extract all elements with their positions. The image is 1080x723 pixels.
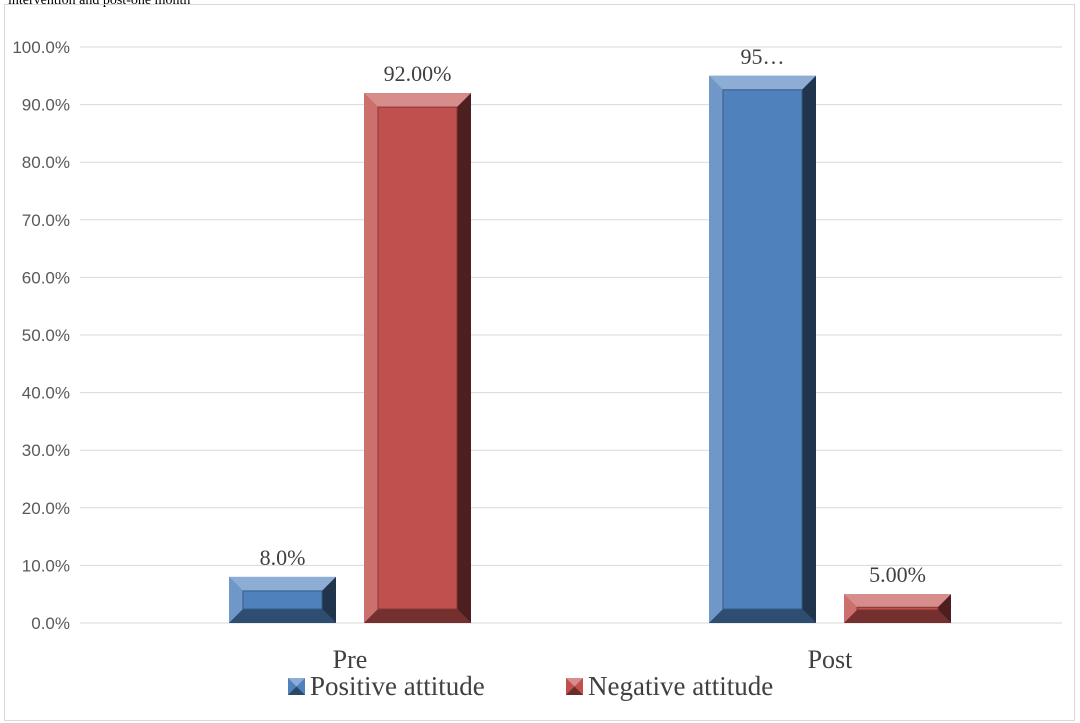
bar-face — [377, 106, 458, 610]
bar-bevel — [457, 93, 471, 623]
y-tick-label: 70.0% — [22, 211, 70, 230]
legend-swatch-bevel — [566, 686, 583, 695]
y-tick-label: 30.0% — [22, 441, 70, 460]
bar-face — [856, 606, 939, 611]
bar-bevel — [364, 609, 471, 623]
chart-area — [4, 4, 1075, 721]
legend-swatch-bevel — [288, 678, 305, 687]
bar-bevel — [229, 576, 243, 623]
bar-bevel — [364, 93, 471, 108]
y-tick-label: 80.0% — [22, 153, 70, 172]
legend-label: Negative attitude — [588, 671, 773, 701]
data-label: 92.00% — [384, 61, 452, 86]
y-tick-label: 40.0% — [22, 384, 70, 403]
data-label: 5.00% — [869, 562, 926, 587]
bar-bevel — [937, 594, 951, 623]
bar-face — [242, 590, 323, 610]
bar-bevel — [709, 75, 816, 90]
x-tick-label: Pre — [333, 645, 368, 674]
y-tick-label: 0.0% — [31, 614, 70, 633]
bar-bevel — [322, 576, 336, 623]
y-tick-label: 100.0% — [12, 38, 70, 57]
bar-face — [722, 89, 803, 610]
y-tick-label: 90.0% — [22, 96, 70, 115]
legend-swatch-bevel — [288, 686, 305, 695]
bar-bevel — [709, 75, 723, 624]
data-label: 8.0% — [260, 545, 306, 570]
bar-bevel — [709, 609, 816, 623]
bar-bevel — [229, 576, 336, 591]
bar-bevel — [802, 75, 816, 624]
bar-bevel — [844, 609, 951, 623]
bar-bevel — [229, 609, 336, 623]
bar-bevel — [364, 93, 378, 623]
bar-bevel — [844, 594, 951, 608]
legend-swatch-bevel — [566, 678, 583, 687]
y-tick-label: 10.0% — [22, 556, 70, 575]
bar-bevel — [844, 594, 858, 623]
y-tick-label: 50.0% — [22, 326, 70, 345]
y-tick-label: 60.0% — [22, 268, 70, 287]
data-label: 95… — [741, 44, 785, 69]
legend-label: Positive attitude — [310, 671, 485, 701]
x-tick-label: Post — [808, 645, 854, 674]
y-tick-label: 20.0% — [22, 499, 70, 518]
